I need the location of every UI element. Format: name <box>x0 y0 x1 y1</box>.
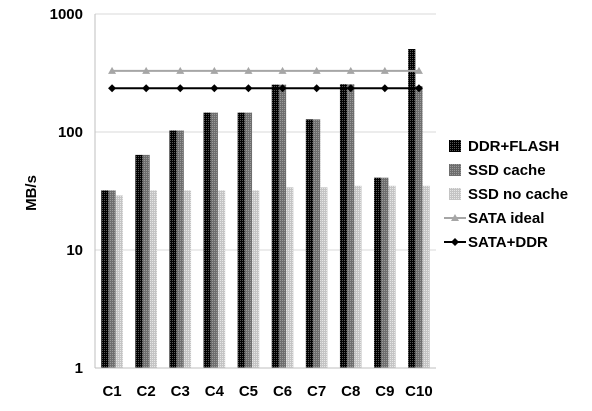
point-sata-ddr <box>380 84 389 93</box>
bar-ssd-no-cache <box>422 185 430 368</box>
point-sata-ideal <box>312 66 321 74</box>
x-tick-label: C2 <box>137 383 156 400</box>
y-tick-label: 1 <box>75 360 83 377</box>
point-sata-ddr <box>414 84 423 93</box>
legend-swatch-ssd-no-cache <box>449 188 461 200</box>
point-sata-ddr <box>142 84 151 93</box>
bar-ssd-cache <box>142 154 150 368</box>
bar-ssd-no-cache <box>354 185 362 368</box>
bar-ssd-no-cache <box>217 190 226 368</box>
y-tick-label: 10 <box>66 242 83 259</box>
bar-ddr-flash <box>101 190 109 368</box>
series-lines <box>108 66 423 93</box>
axes: 1 10 100 1000 C1 C2 C3 C4 C5 C6 C7 C8 C9 C10 <box>50 6 436 400</box>
legend-label-ssd-cache: SSD cache <box>468 162 546 179</box>
bar-ssd-no-cache <box>183 190 192 368</box>
legend: DDR+FLASH SSD cache SSD no cache SATA ideal… <box>444 138 568 251</box>
bar-ssd-no-cache <box>286 187 294 368</box>
bar-ssd-cache <box>313 119 321 369</box>
y-tick-label: 1000 <box>50 6 83 23</box>
x-tick-label: C9 <box>375 383 394 400</box>
point-sata-ddr <box>210 84 219 93</box>
y-axis-title: MB/s <box>23 175 40 211</box>
bar-ssd-cache <box>381 177 389 368</box>
bar-ddr-flash <box>135 154 143 368</box>
legend-swatch-ddr-flash <box>449 140 461 152</box>
bar-ddr-flash <box>305 119 314 369</box>
x-tick-label: C10 <box>405 383 433 400</box>
point-sata-ideal <box>244 66 253 74</box>
bar-ddr-flash <box>203 112 211 369</box>
x-tick-label: C1 <box>102 383 121 400</box>
bar-ssd-cache <box>108 190 116 368</box>
bar-ssd-no-cache <box>149 190 157 368</box>
bar-ddr-flash <box>169 130 177 368</box>
legend-label-ssd-no-cache: SSD no cache <box>468 186 568 203</box>
bar-ddr-flash <box>374 177 382 368</box>
bar-ssd-no-cache <box>252 190 260 368</box>
bar-ddr-flash <box>339 84 348 369</box>
point-sata-ideal <box>176 66 185 74</box>
legend-swatch-ssd-cache <box>449 164 461 176</box>
bar-ssd-no-cache <box>320 187 328 368</box>
point-sata-ideal <box>210 66 219 74</box>
bar-ssd-cache <box>210 112 218 369</box>
legend-label-ddr-flash: DDR+FLASH <box>468 138 559 155</box>
bar-ddr-flash <box>237 112 245 369</box>
point-sata-ddr <box>176 84 185 93</box>
bar-ssd-cache <box>415 86 423 368</box>
bar-ssd-no-cache <box>115 195 123 368</box>
x-tick-label: C6 <box>273 383 292 400</box>
x-tick-label: C8 <box>341 383 360 400</box>
bar-ssd-cache <box>278 84 287 368</box>
bar-ssd-cache <box>244 112 253 369</box>
point-sata-ddr <box>244 84 253 93</box>
point-sata-ideal <box>380 66 389 74</box>
bar-ssd-cache <box>176 130 184 368</box>
point-sata-ideal <box>108 66 117 74</box>
point-sata-ddr <box>108 84 117 93</box>
y-tick-label: 100 <box>58 124 83 141</box>
point-sata-ideal <box>414 66 423 74</box>
bar-ddr-flash <box>271 84 279 368</box>
legend-label-sata-ddr: SATA+DDR <box>468 234 548 251</box>
x-tick-label: C4 <box>205 383 225 400</box>
bar-ssd-no-cache <box>388 185 396 368</box>
bar-ddr-flash <box>408 49 416 368</box>
bars <box>101 49 430 369</box>
x-tick-label: C7 <box>307 383 326 400</box>
x-tick-label: C5 <box>239 383 258 400</box>
point-sata-ideal <box>278 66 287 74</box>
point-sata-ideal <box>142 66 151 74</box>
legend-label-sata-ideal: SATA ideal <box>468 210 544 227</box>
point-sata-ddr <box>312 84 321 93</box>
point-sata-ddr <box>346 84 355 93</box>
x-tick-label: C3 <box>171 383 190 400</box>
point-sata-ideal <box>346 66 355 74</box>
bar-ssd-cache <box>347 84 355 369</box>
legend-marker-sata-ideal <box>451 214 459 221</box>
legend-marker-sata-ddr <box>451 238 459 246</box>
point-sata-ddr <box>278 84 287 93</box>
